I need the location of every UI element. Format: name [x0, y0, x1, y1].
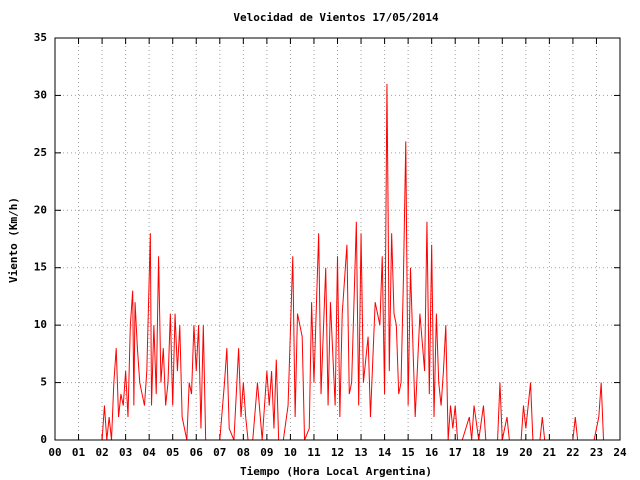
y-axis-label: Viento (Km/h): [7, 197, 20, 283]
x-tick-label: 13: [354, 446, 367, 459]
y-tick-label: 15: [34, 261, 47, 274]
y-tick-label: 35: [34, 31, 47, 44]
x-tick-label: 24: [613, 446, 627, 459]
x-tick-label: 04: [143, 446, 157, 459]
y-tick-label: 5: [40, 376, 47, 389]
x-tick-label: 12: [331, 446, 344, 459]
plot-border: [54, 37, 621, 441]
wind-line: [101, 83, 605, 441]
x-tick-label: 15: [402, 446, 415, 459]
x-tick-label: 11: [307, 446, 321, 459]
x-tick-label: 21: [543, 446, 557, 459]
x-axis-label: Tiempo (Hora Local Argentina): [240, 465, 432, 478]
x-tick-label: 06: [190, 446, 204, 459]
x-tick-label: 09: [260, 446, 273, 459]
x-tick-label: 10: [284, 446, 297, 459]
y-tick-label: 10: [34, 318, 47, 331]
x-tick-label: 00: [48, 446, 61, 459]
x-tick-label: 05: [166, 446, 179, 459]
x-tick-label: 23: [590, 446, 603, 459]
x-tick-label: 22: [566, 446, 579, 459]
x-tick-label: 08: [237, 446, 250, 459]
y-tick-label: 20: [34, 203, 47, 216]
y-tick-label: 30: [34, 88, 47, 101]
y-tick-label: 0: [40, 433, 47, 446]
x-tick-label: 14: [378, 446, 392, 459]
x-tick-label: 02: [95, 446, 108, 459]
x-tick-label: 20: [519, 446, 532, 459]
x-tick-label: 16: [425, 446, 439, 459]
x-tick-label: 01: [72, 446, 86, 459]
y-tick-label: 25: [34, 146, 47, 159]
chart-title: Velocidad de Vientos 17/05/2014: [233, 11, 439, 24]
x-tick-label: 18: [472, 446, 485, 459]
x-tick-label: 03: [119, 446, 132, 459]
x-tick-label: 07: [213, 446, 226, 459]
x-tick-label: 17: [449, 446, 462, 459]
x-tick-label: 19: [496, 446, 509, 459]
